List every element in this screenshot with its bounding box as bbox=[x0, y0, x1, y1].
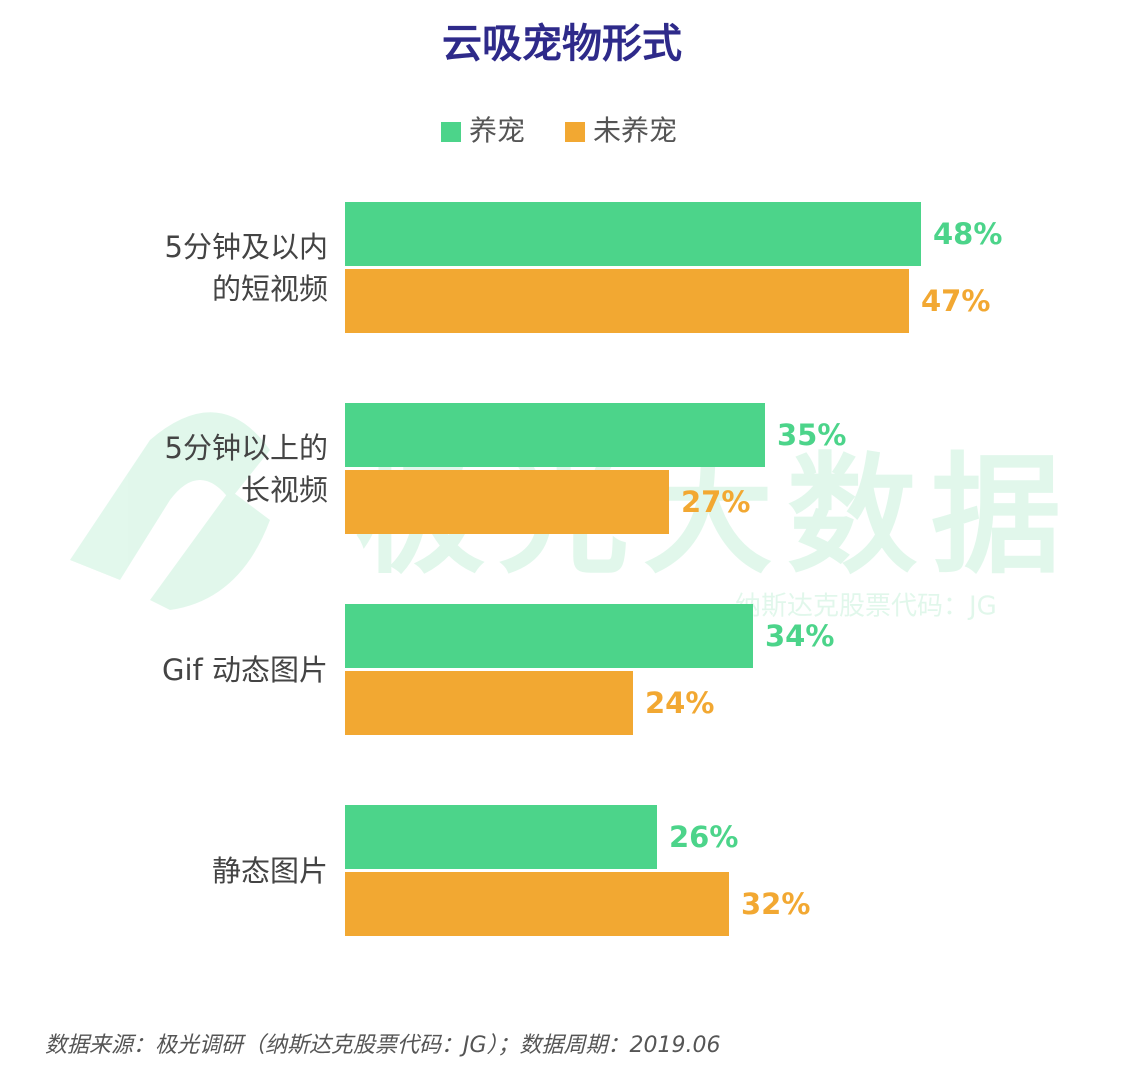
bar bbox=[345, 604, 753, 668]
value-label: 27% bbox=[681, 485, 750, 519]
legend-swatch bbox=[565, 122, 586, 142]
bar bbox=[345, 403, 765, 467]
value-label: 35% bbox=[777, 418, 846, 452]
bar bbox=[345, 872, 729, 936]
bar bbox=[345, 202, 921, 266]
value-label: 34% bbox=[765, 619, 834, 653]
value-label: 47% bbox=[921, 284, 990, 318]
value-label: 32% bbox=[741, 887, 810, 921]
bar bbox=[345, 805, 657, 869]
legend-label: 养宠 bbox=[469, 114, 525, 147]
chart-title: 云吸宠物形式 bbox=[442, 21, 682, 67]
bar bbox=[345, 269, 909, 333]
category-label: 5分钟及以内 的短视频 bbox=[164, 229, 328, 306]
value-label: 26% bbox=[669, 820, 738, 854]
bar bbox=[345, 470, 669, 534]
watermark-logo bbox=[150, 490, 270, 610]
legend-swatch bbox=[441, 122, 461, 142]
value-label: 24% bbox=[645, 686, 714, 720]
watermark-subtitle: 纳斯达克股票代码：JG bbox=[735, 592, 997, 622]
bar bbox=[345, 671, 633, 735]
source-note: 数据来源：极光调研（纳斯达克股票代码：JG）；数据周期：2019.06 bbox=[45, 1033, 721, 1058]
value-label: 48% bbox=[933, 217, 1002, 251]
watermark-logo bbox=[70, 412, 270, 580]
category-label: 5分钟以上的 长视频 bbox=[164, 430, 328, 507]
category-label: Gif 动态图片 bbox=[162, 652, 328, 687]
category-label: 静态图片 bbox=[211, 853, 328, 888]
legend-label: 未养宠 bbox=[593, 114, 677, 147]
